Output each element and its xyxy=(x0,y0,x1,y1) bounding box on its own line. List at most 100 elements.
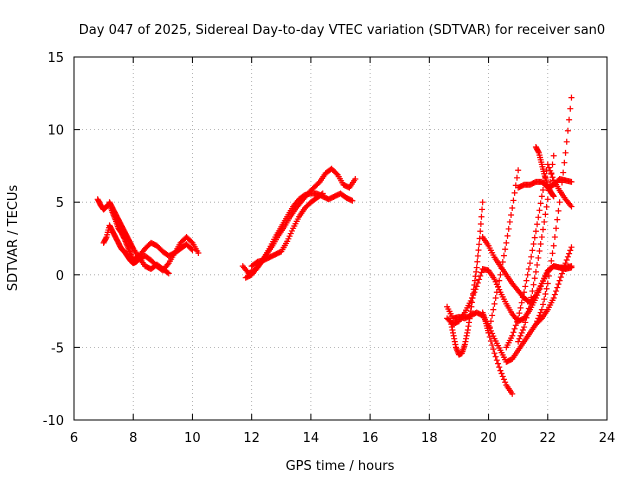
data-point xyxy=(509,390,516,397)
plot-frame xyxy=(73,56,608,421)
data-point xyxy=(493,289,500,296)
chart-title: Day 047 of 2025, Sidereal Day-to-day VTE… xyxy=(79,23,605,38)
data-point xyxy=(531,234,538,241)
data-point xyxy=(556,277,563,284)
data-point xyxy=(284,238,291,245)
data-point xyxy=(486,333,493,340)
data-point xyxy=(510,197,517,204)
series-pass-c6 xyxy=(485,167,522,336)
data-point xyxy=(489,312,496,319)
series-pass-c10 xyxy=(532,94,575,328)
data-point xyxy=(534,261,541,268)
x-tick-label: 14 xyxy=(303,431,320,446)
data-point xyxy=(563,256,570,263)
data-point xyxy=(522,319,529,326)
data-point xyxy=(562,149,569,156)
data-point xyxy=(535,214,542,221)
data-point xyxy=(490,306,497,313)
data-point xyxy=(508,211,515,218)
data-point xyxy=(486,324,493,331)
data-point xyxy=(564,253,571,260)
data-point xyxy=(499,259,506,266)
data-point xyxy=(556,199,563,206)
data-point xyxy=(538,193,545,200)
data-point xyxy=(189,247,196,254)
grid-lines xyxy=(74,57,607,420)
data-point xyxy=(475,247,482,254)
data-point xyxy=(536,247,543,254)
x-tick-label: 24 xyxy=(599,431,616,446)
data-point xyxy=(497,367,504,374)
data-point xyxy=(532,321,539,328)
x-tick-label: 6 xyxy=(70,431,78,446)
data-point xyxy=(534,221,541,228)
data-point xyxy=(477,220,484,227)
data-point xyxy=(529,288,536,295)
data-point xyxy=(547,265,554,272)
data-point xyxy=(476,241,483,248)
data-point xyxy=(534,318,541,325)
data-point xyxy=(527,300,534,307)
data-point xyxy=(519,294,526,301)
data-point xyxy=(564,127,571,134)
data-point xyxy=(561,159,568,166)
data-point xyxy=(498,265,505,272)
data-point xyxy=(553,288,560,295)
data-point xyxy=(540,226,547,233)
data-point xyxy=(550,193,557,200)
data-point xyxy=(557,274,564,281)
data-point xyxy=(553,225,560,232)
data-point xyxy=(537,241,544,248)
data-point xyxy=(500,376,507,383)
data-point xyxy=(476,276,483,283)
data-point xyxy=(560,169,567,176)
data-point xyxy=(498,370,505,377)
data-point xyxy=(518,299,525,306)
data-point xyxy=(515,315,522,322)
data-point xyxy=(550,242,557,249)
data-point xyxy=(550,295,557,302)
x-tick-label: 10 xyxy=(184,431,201,446)
data-point xyxy=(505,225,512,232)
data-point xyxy=(538,306,545,313)
data-point xyxy=(333,170,340,177)
data-point xyxy=(285,235,292,242)
data-point xyxy=(540,301,547,308)
data-point xyxy=(512,322,519,329)
data-point xyxy=(551,291,558,298)
data-point xyxy=(527,260,534,267)
data-point xyxy=(492,278,499,285)
data-point xyxy=(558,179,565,186)
series-pass-a2 xyxy=(100,222,202,274)
data-point xyxy=(288,227,295,234)
x-tick-label: 22 xyxy=(540,431,557,446)
series-pass-c9 xyxy=(515,152,557,345)
data-point xyxy=(563,138,570,145)
data-point xyxy=(517,304,524,311)
data-point xyxy=(523,314,530,321)
data-point xyxy=(568,94,575,101)
data-point xyxy=(349,197,356,204)
y-axis-label: SDTVAR / TECUs xyxy=(6,185,21,292)
data-point xyxy=(549,161,556,168)
data-point xyxy=(544,196,551,203)
x-tick-label: 12 xyxy=(243,431,260,446)
x-tick-label: 16 xyxy=(362,431,379,446)
data-point xyxy=(535,254,542,261)
data-point xyxy=(474,252,481,259)
data-point xyxy=(542,290,549,297)
data-point xyxy=(521,324,528,331)
data-point xyxy=(319,190,326,197)
data-point xyxy=(352,175,359,182)
data-point xyxy=(568,244,575,251)
data-point xyxy=(558,270,565,277)
data-point xyxy=(492,295,499,302)
data-point xyxy=(491,276,498,283)
data-point xyxy=(532,268,539,275)
axis-ticks: 6 8 10 12 14 16 18 20 22 24 -10 -5 0 5 10 15 xyxy=(43,51,616,446)
data-point xyxy=(287,230,294,237)
data-point xyxy=(551,234,558,241)
data-point xyxy=(528,294,535,301)
data-point xyxy=(506,218,513,225)
